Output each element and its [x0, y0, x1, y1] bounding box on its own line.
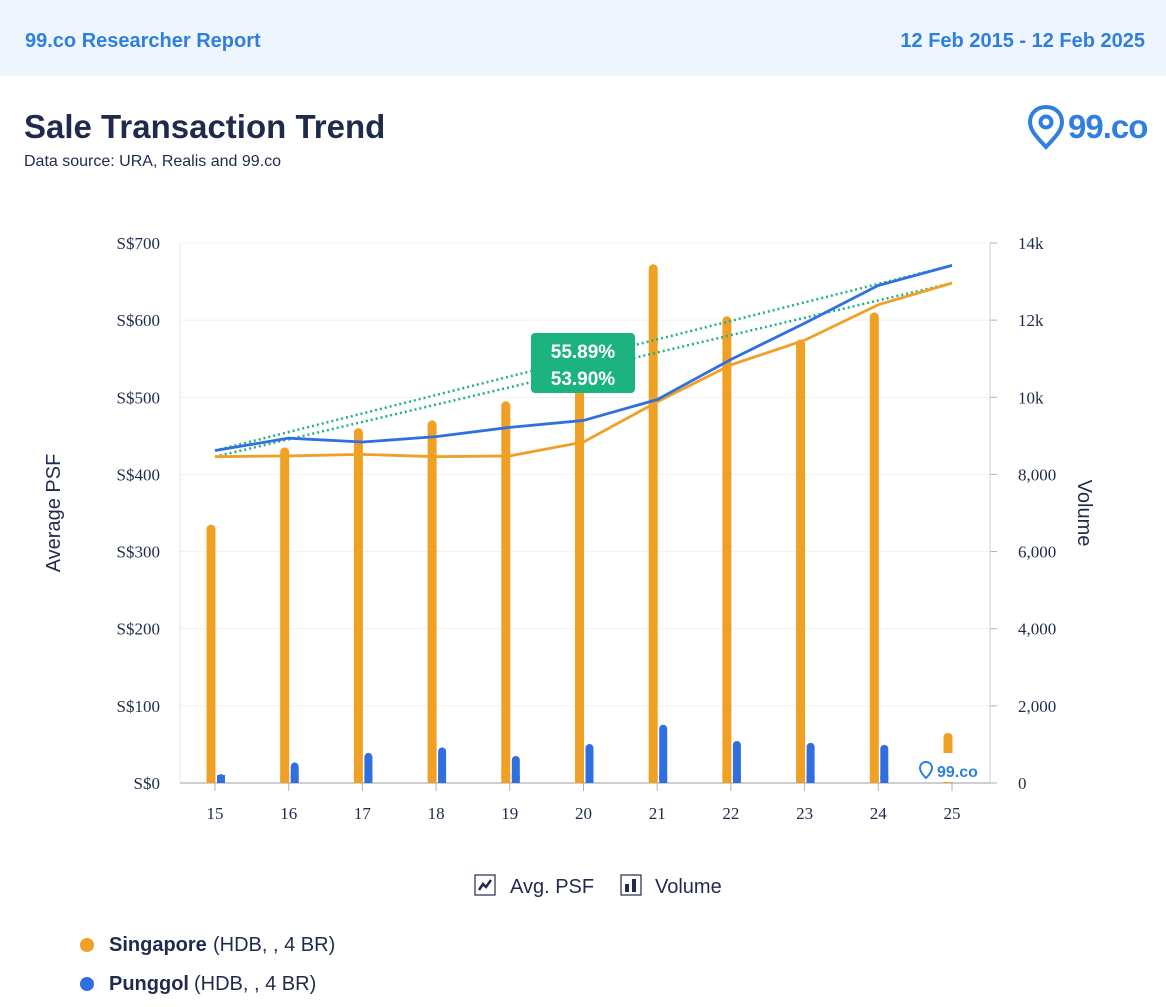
- volume-bar-base-singapore: [648, 774, 658, 783]
- x-tick-label: 17: [354, 804, 372, 823]
- chart-legend: Avg. PSF Volume: [0, 872, 1166, 902]
- x-tick-label: 20: [575, 804, 592, 823]
- growth-annotation-label: 53.90%: [551, 369, 616, 390]
- y-right-axis-title: Volume: [1073, 480, 1095, 547]
- y-left-tick-label: S$600: [117, 311, 160, 330]
- volume-bar-singapore: [869, 312, 879, 783]
- y-right-tick-label: 12k: [1018, 311, 1044, 330]
- report-date-range: 12 Feb 2015 - 12 Feb 2025: [900, 30, 1145, 52]
- volume-bar-singapore: [648, 264, 658, 783]
- avg-psf-line-singapore: [214, 281, 953, 459]
- x-tick-label: 25: [944, 804, 961, 823]
- volume-bar-base-singapore: [575, 774, 584, 783]
- x-tick-label: 18: [428, 804, 445, 823]
- y-right-tick-label: 2,000: [1018, 697, 1056, 716]
- volume-bar-punggol: [659, 724, 668, 783]
- volume-bar-singapore: [501, 401, 511, 783]
- x-tick-label: 16: [280, 804, 297, 823]
- volume-bar-base-punggol: [290, 775, 299, 783]
- volume-bar-punggol: [732, 740, 741, 783]
- x-tick-label: 23: [796, 804, 813, 823]
- y-left-tick-label: S$500: [117, 388, 160, 407]
- volume-bar-base-punggol: [732, 775, 741, 783]
- watermark-text: 99.co: [937, 764, 978, 781]
- volume-bar-base-punggol: [659, 775, 668, 783]
- volume-bar-singapore: [575, 366, 584, 783]
- volume-bar-punggol: [438, 747, 447, 783]
- volume-bar-base-singapore: [427, 774, 437, 783]
- trendline-punggol: [214, 264, 953, 452]
- avg-psf-line-punggol: [214, 264, 953, 452]
- y-right-tick-label: 6,000: [1018, 543, 1056, 562]
- legend-volume[interactable]: Volume: [655, 876, 722, 898]
- growth-annotation: [531, 333, 635, 393]
- y-left-tick-label: S$400: [117, 465, 160, 484]
- location-pin-icon: [1027, 104, 1065, 151]
- volume-bar-singapore: [722, 316, 732, 783]
- series-name: Singapore: [109, 934, 207, 956]
- volume-bar-base-singapore: [796, 774, 806, 783]
- y-left-tick-label: S$200: [117, 620, 160, 639]
- x-tick-label: 22: [722, 804, 739, 823]
- x-tick-label: 19: [501, 804, 518, 823]
- volume-bar-punggol: [880, 744, 889, 783]
- volume-bar-singapore: [353, 428, 363, 783]
- chart-title: Sale Transaction Trend: [24, 108, 386, 145]
- series-color-dot: [80, 938, 94, 952]
- legend-avg-psf[interactable]: Avg. PSF: [510, 876, 595, 898]
- logo-text: 99.co: [1068, 108, 1148, 145]
- growth-annotation-label: 55.89%: [551, 342, 616, 363]
- volume-bar-base-punggol: [585, 775, 594, 783]
- report-brand: 99.co Researcher Report: [25, 30, 261, 52]
- volume-bar-singapore: [796, 339, 806, 783]
- volume-bar-base-singapore: [353, 774, 363, 783]
- volume-bar-base-punggol: [438, 775, 447, 783]
- volume-bar-base-singapore: [280, 774, 290, 783]
- volume-bar-base-singapore: [869, 774, 879, 783]
- brand-logo: 99.co: [1026, 104, 1150, 151]
- series-detail: (HDB, , 4 BR): [194, 973, 317, 995]
- report-header: 99.co Researcher Report 12 Feb 2015 - 12…: [0, 0, 1166, 76]
- volume-bar-punggol: [585, 744, 594, 783]
- y-left-tick-label: S$700: [117, 234, 160, 253]
- volume-bar-base-singapore: [501, 774, 511, 783]
- x-tick-label: 21: [649, 804, 666, 823]
- y-right-tick-label: 14k: [1018, 234, 1044, 253]
- volume-bar-base-punggol: [511, 775, 520, 783]
- y-right-tick-label: 8,000: [1018, 465, 1056, 484]
- y-left-tick-label: S$100: [117, 697, 160, 716]
- y-left-tick-label: S$0: [134, 774, 160, 793]
- watermark-pin-icon: [918, 760, 934, 780]
- y-right-tick-label: 10k: [1018, 388, 1044, 407]
- volume-bar-base-singapore: [206, 774, 216, 783]
- series-detail: (HDB, , 4 BR): [213, 934, 336, 956]
- volume-bar-base-singapore: [722, 774, 732, 783]
- y-left-tick-label: S$300: [117, 543, 160, 562]
- y-left-axis-title: Average PSF: [43, 454, 65, 573]
- line-chart-icon: [474, 874, 496, 902]
- y-right-tick-label: 0: [1018, 774, 1027, 793]
- volume-bar-base-punggol: [364, 775, 373, 783]
- series-color-dot: [80, 977, 94, 991]
- volume-bar-singapore: [206, 524, 216, 783]
- series-name: Punggol: [109, 973, 189, 995]
- x-tick-label: 24: [870, 804, 888, 823]
- volume-bar-base-punggol: [880, 775, 889, 783]
- volume-bar-singapore: [280, 447, 290, 783]
- volume-bar-base-punggol: [806, 775, 815, 783]
- sale-transaction-chart: S$0 S$100 S$200 S$300 S$400 S$500 S$600 S$700 0 2…: [43, 234, 1095, 823]
- volume-bar-base-punggol: [217, 775, 225, 783]
- volume-bar-singapore: [427, 420, 437, 783]
- bar-chart-icon: [620, 874, 642, 902]
- y-right-tick-label: 4,000: [1018, 620, 1056, 639]
- x-tick-label: 15: [207, 804, 224, 823]
- volume-bar-punggol: [806, 742, 815, 783]
- data-source: Data source: URA, Realis and 99.co: [24, 153, 282, 170]
